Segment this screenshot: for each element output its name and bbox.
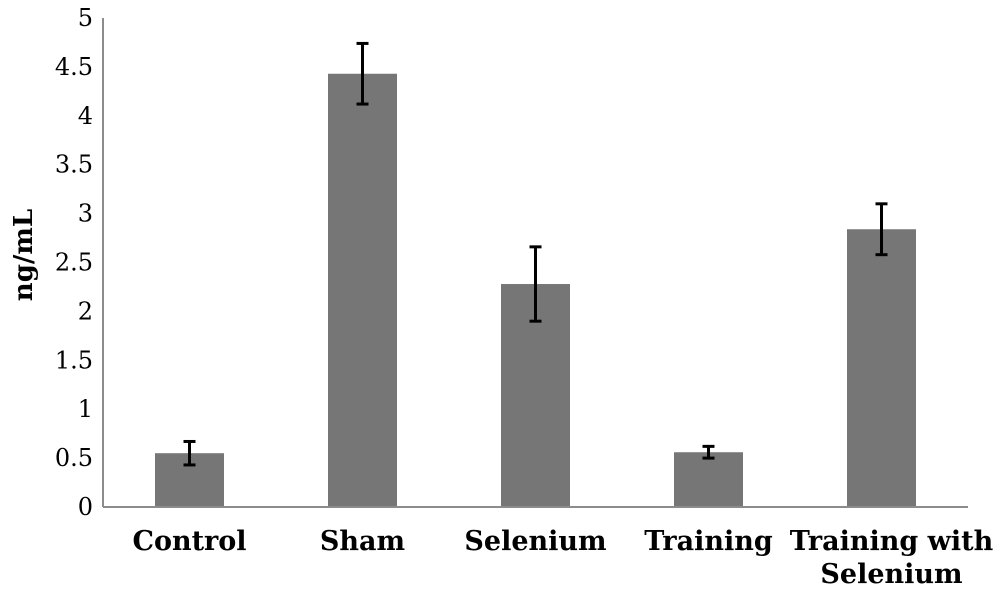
category-label: Sham	[320, 526, 405, 557]
error-bars-group	[183, 41, 888, 467]
y-tick-label: 4	[78, 102, 93, 130]
y-tick-label: 0	[78, 493, 93, 521]
bar	[328, 73, 397, 507]
error-bar	[183, 439, 196, 467]
y-tick-label: 1.5	[55, 346, 93, 374]
y-axis-ticks: 0 0.5 1 1.5 2 2.5 3 3.5 4 4.5 5	[55, 4, 93, 521]
category-label-line: Training with	[790, 526, 994, 557]
y-tick-label: 5	[78, 4, 93, 32]
category-label-line: Control	[132, 526, 246, 557]
category-label-line: Sham	[320, 526, 405, 557]
bar	[847, 229, 916, 508]
error-bar	[702, 444, 715, 460]
category-label: Control	[132, 526, 246, 557]
category-label-line: Selenium	[464, 526, 606, 557]
category-label: Training	[644, 526, 773, 557]
category-labels: Control Sham Selenium Training Training with…	[132, 526, 993, 590]
error-bar	[875, 202, 888, 257]
category-label: Selenium	[464, 526, 606, 557]
y-tick-label: 1	[78, 395, 93, 423]
category-label: Training with Selenium	[790, 526, 994, 590]
error-bar	[529, 245, 542, 323]
y-tick-label: 4.5	[55, 53, 93, 81]
y-tick-label: 2	[78, 297, 93, 325]
error-bar	[356, 41, 369, 106]
y-tick-label: 2.5	[55, 249, 93, 277]
category-label-line: Selenium	[820, 559, 962, 590]
y-axis-title: ng/mL	[9, 209, 39, 301]
y-tick-label: 3.5	[55, 151, 93, 179]
category-label-line: Training	[644, 526, 773, 557]
y-tick-label: 0.5	[55, 444, 93, 472]
axes-group	[102, 18, 968, 508]
bar	[674, 452, 743, 507]
bars-group	[155, 73, 916, 508]
y-tick-label: 3	[78, 200, 93, 228]
